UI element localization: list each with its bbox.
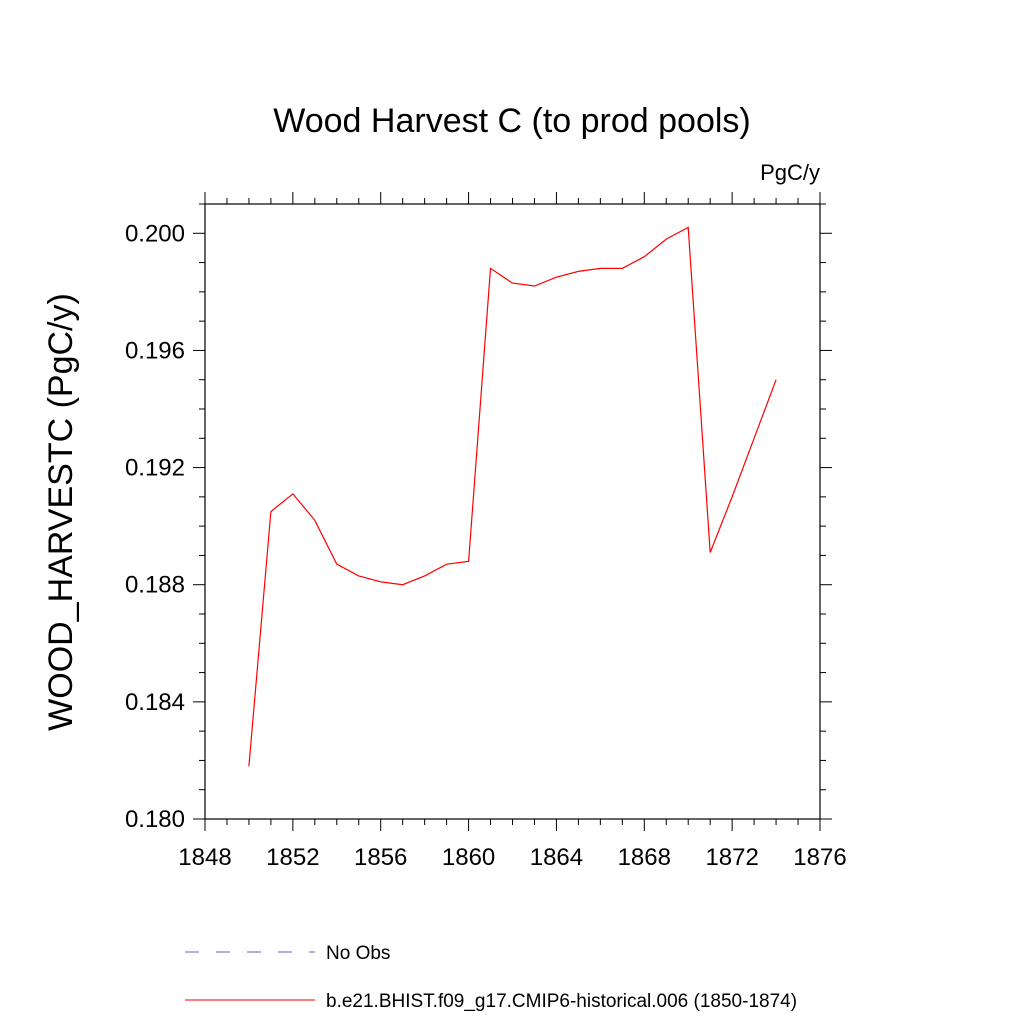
y-tick-label: 0.188 [125, 572, 185, 599]
y-tick-label: 0.196 [125, 337, 185, 364]
y-tick-label: 0.180 [125, 806, 185, 833]
plot-frame [204, 203, 821, 820]
chart-title: Wood Harvest C (to prod pools) [273, 102, 750, 140]
x-tick-label: 1868 [618, 844, 671, 871]
x-tick-label: 1876 [793, 844, 846, 871]
y-tick-label: 0.184 [125, 689, 185, 716]
x-tick-label: 1848 [178, 844, 231, 871]
legend-label: No Obs [326, 943, 390, 964]
units-label: PgC/y [760, 160, 820, 185]
x-tick-label: 1860 [442, 844, 495, 871]
series-layer [248, 226, 777, 767]
y-tick-label: 0.192 [125, 455, 185, 482]
x-axis-ticks: 1848 1852 1856 1860 1864 1868 1872 1876 [178, 192, 847, 871]
y-axis-ticks: 0.180 0.184 0.188 0.192 0.196 0.200 [125, 203, 832, 833]
series-line [248, 226, 777, 767]
x-tick-label: 1864 [530, 844, 583, 871]
x-tick-label: 1872 [705, 844, 758, 871]
x-tick-label: 1856 [354, 844, 407, 871]
y-axis-label: WOOD_HARVESTC (PgC/y) [42, 293, 80, 731]
legend: No Obs b.e21.BHIST.f09_g17.CMIP6-historic… [185, 943, 797, 1012]
x-tick-label: 1852 [266, 844, 319, 871]
y-tick-label: 0.200 [125, 220, 185, 247]
legend-label: b.e21.BHIST.f09_g17.CMIP6-historical.006… [326, 991, 797, 1012]
